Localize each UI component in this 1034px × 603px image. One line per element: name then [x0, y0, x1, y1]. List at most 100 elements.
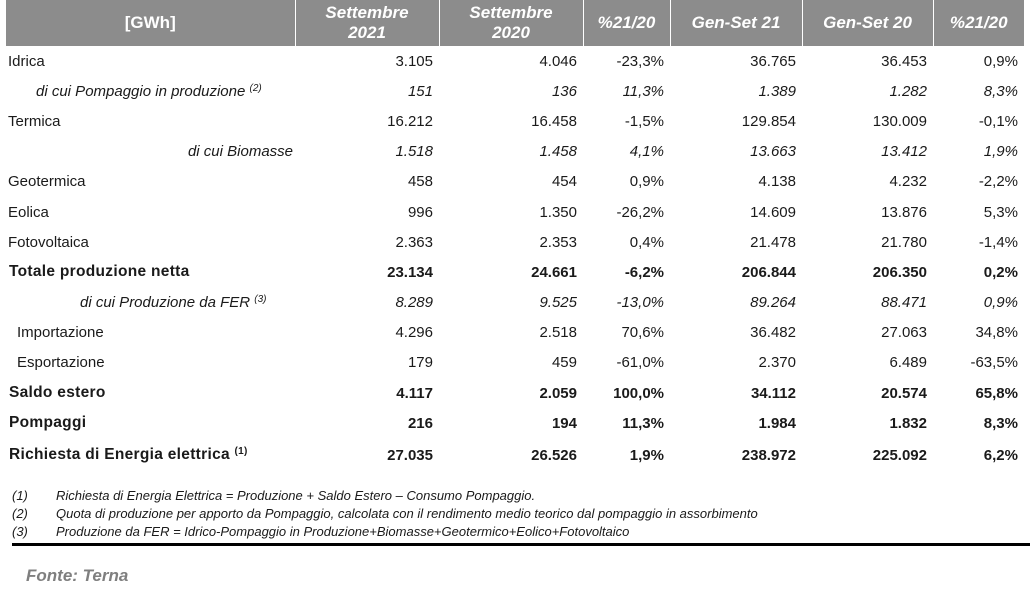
table-cell: 225.092	[872, 446, 927, 464]
table-cell: 23.134	[387, 263, 433, 281]
table-cell: 36.453	[881, 52, 927, 70]
table-cell: 20.574	[881, 384, 927, 402]
table-cell: 16.458	[531, 112, 577, 130]
table-cell: 996	[407, 203, 433, 221]
row-label: di cui Produzione da FER (3)	[80, 294, 267, 312]
table-cell: 6.489	[889, 354, 927, 372]
table-cell: 0,9%	[983, 294, 1018, 312]
table-cell: 6,2%	[983, 446, 1018, 464]
table-cell: 13.663	[750, 143, 796, 161]
table-cell: 4.117	[396, 384, 433, 402]
table-cell: 26.526	[531, 446, 577, 464]
table-cell: 4.232	[889, 173, 927, 191]
table-cell: 206.844	[741, 263, 796, 281]
row-label: Saldo estero	[9, 384, 106, 402]
footnote-ref: (3)	[254, 294, 267, 306]
footnote-text: Richiesta di Energia Elettrica = Produzi…	[56, 488, 536, 503]
footnote-text: Produzione da FER = Idrico-Pompaggio in …	[56, 524, 630, 539]
table-cell: 194	[551, 414, 577, 432]
table-row: Termica 16.212 16.458 -1,5% 129.854 130.009 -0…	[6, 106, 1024, 136]
table-cell: -1,4%	[978, 233, 1018, 251]
table-cell: 4.138	[758, 173, 796, 191]
table-cell: 24.661	[531, 263, 577, 281]
table-cell: 4.046	[539, 52, 577, 70]
table-cell: 65,8%	[975, 384, 1018, 402]
table-cell: 14.609	[750, 203, 796, 221]
table-cell: 2.363	[395, 233, 433, 251]
footnote-number: (1)	[12, 488, 28, 503]
table-row: Richiesta di Energia elettrica (1) 27.035…	[6, 438, 1024, 472]
table-cell: 5,3%	[983, 203, 1018, 221]
table-cell: -2,2%	[978, 173, 1018, 191]
table-row: Eolica 996 1.350 -26,2% 14.609 13.876 5,3%	[6, 197, 1024, 227]
table-cell: 13.412	[881, 143, 927, 161]
table-row: Idrica 3.105 4.046 -23,3% 36.765 36.453 0,9%	[6, 46, 1024, 76]
energy-table: [GWh] Settembre 2021 Settembre 2020 %21/20…	[6, 0, 1024, 472]
table-cell: 238.972	[741, 446, 796, 464]
table-cell: 1.350	[539, 203, 577, 221]
footnote-text: Quota di produzione per apporto da Pompa…	[56, 506, 758, 521]
row-label: Totale produzione netta	[9, 263, 190, 281]
table-cell: 70,6%	[621, 324, 664, 342]
table-cell: 459	[551, 354, 577, 372]
table-cell: 34,8%	[975, 324, 1018, 342]
table-cell: 129.854	[741, 112, 796, 130]
table-cell: -23,3%	[616, 52, 664, 70]
header-gen-set-20: Gen-Set 20	[802, 0, 934, 46]
table-cell: 206.350	[872, 263, 927, 281]
table-cell: 0,4%	[629, 233, 664, 251]
table-cell: 4,1%	[629, 143, 664, 161]
table-cell: 458	[407, 173, 433, 191]
divider	[12, 543, 1030, 546]
table-row: di cui Biomasse 1.518 1.458 4,1% 13.663 13.41…	[6, 137, 1024, 167]
table-cell: 1.832	[889, 414, 927, 432]
row-label: di cui Biomasse	[187, 143, 293, 161]
header-pct-ytd: %21/20	[933, 0, 1024, 46]
table-cell: 8,3%	[983, 414, 1018, 432]
table-cell: 34.112	[750, 384, 796, 402]
table-cell: 0,2%	[983, 263, 1018, 281]
table-cell: -6,2%	[624, 263, 664, 281]
table-cell: 1.389	[758, 82, 796, 100]
table-cell: 11,3%	[622, 414, 664, 432]
row-label: Idrica	[8, 52, 45, 70]
table-row: di cui Pompaggio in produzione (2) 151 136…	[6, 76, 1024, 106]
table-cell: 100,0%	[613, 384, 664, 402]
table-row: Esportazione 179 459 -61,0% 2.370 6.489 -63,5%	[6, 348, 1024, 378]
footnote-ref: (1)	[234, 446, 248, 458]
table-cell: 151	[407, 82, 433, 100]
table-cell: 1.984	[758, 414, 796, 432]
table-cell: 136	[551, 82, 577, 100]
table-cell: 1.458	[539, 143, 577, 161]
table-cell: 2.370	[758, 354, 796, 372]
table-cell: 8.289	[395, 294, 433, 312]
table-cell: -13,0%	[616, 294, 664, 312]
table-cell: 2.059	[539, 384, 577, 402]
table-cell: 0,9%	[629, 173, 664, 191]
header-pct-month: %21/20	[583, 0, 671, 46]
table-row: Saldo estero 4.117 2.059 100,0% 34.112 20.574…	[6, 378, 1024, 408]
source-credit: Fonte: Terna	[26, 566, 129, 585]
table-cell: -61,0%	[616, 354, 664, 372]
table-cell: 8,3%	[983, 82, 1018, 100]
table-cell: 0,9%	[983, 52, 1018, 70]
footnote-number: (3)	[12, 524, 28, 539]
footnote-ref: (2)	[249, 82, 262, 94]
table-cell: 21.780	[881, 233, 927, 251]
table-cell: 1.518	[395, 143, 433, 161]
table-cell: 27.063	[881, 324, 927, 342]
table-cell: 454	[551, 173, 577, 191]
row-label: Geotermica	[8, 173, 86, 191]
table-row: Geotermica 458 454 0,9% 4.138 4.232 -2,2%	[6, 167, 1024, 197]
table-cell: 27.035	[387, 446, 433, 464]
table-cell: 36.765	[750, 52, 796, 70]
table-cell: 36.482	[750, 324, 796, 342]
table-cell: -26,2%	[616, 203, 664, 221]
table-cell: 2.353	[539, 233, 577, 251]
table-cell: -0,1%	[978, 112, 1018, 130]
footnote: (1) Richiesta di Energia Elettrica = Prod…	[12, 487, 758, 505]
header-gen-set-21: Gen-Set 21	[670, 0, 803, 46]
footnote: (3) Produzione da FER = Idrico-Pompaggio …	[12, 523, 758, 541]
table-row: Fotovoltaica 2.363 2.353 0,4% 21.478 21.780 -1…	[6, 227, 1024, 257]
table-cell: 130.009	[872, 112, 927, 130]
